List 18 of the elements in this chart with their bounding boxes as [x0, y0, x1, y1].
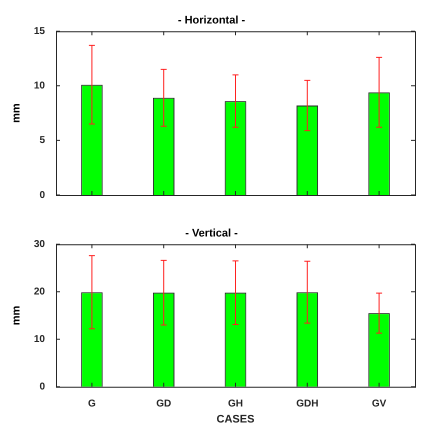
x-tick-label: GH [228, 398, 243, 410]
x-axis-title: CASES [216, 413, 254, 426]
chart-title: - Horizontal - [178, 14, 246, 27]
chart-title: - Vertical - [185, 228, 238, 240]
y-tick-label: 30 [34, 238, 46, 250]
y-tick-label: 10 [34, 80, 46, 92]
y-axis-title: mm [10, 103, 23, 123]
y-axis-title: mm [10, 306, 23, 326]
y-tick-label: 20 [34, 286, 46, 298]
y-tick-label: 5 [39, 135, 46, 146]
y-tick-label: 0 [39, 190, 46, 201]
x-tick-label: GD [156, 398, 172, 410]
y-tick-label: 15 [34, 26, 46, 37]
y-tick-label: 10 [34, 334, 46, 346]
y-tick-label: 0 [39, 382, 46, 393]
x-tick-label: G [88, 398, 96, 410]
x-tick-label: GDH [296, 398, 318, 410]
x-tick-label: GV [372, 398, 387, 410]
